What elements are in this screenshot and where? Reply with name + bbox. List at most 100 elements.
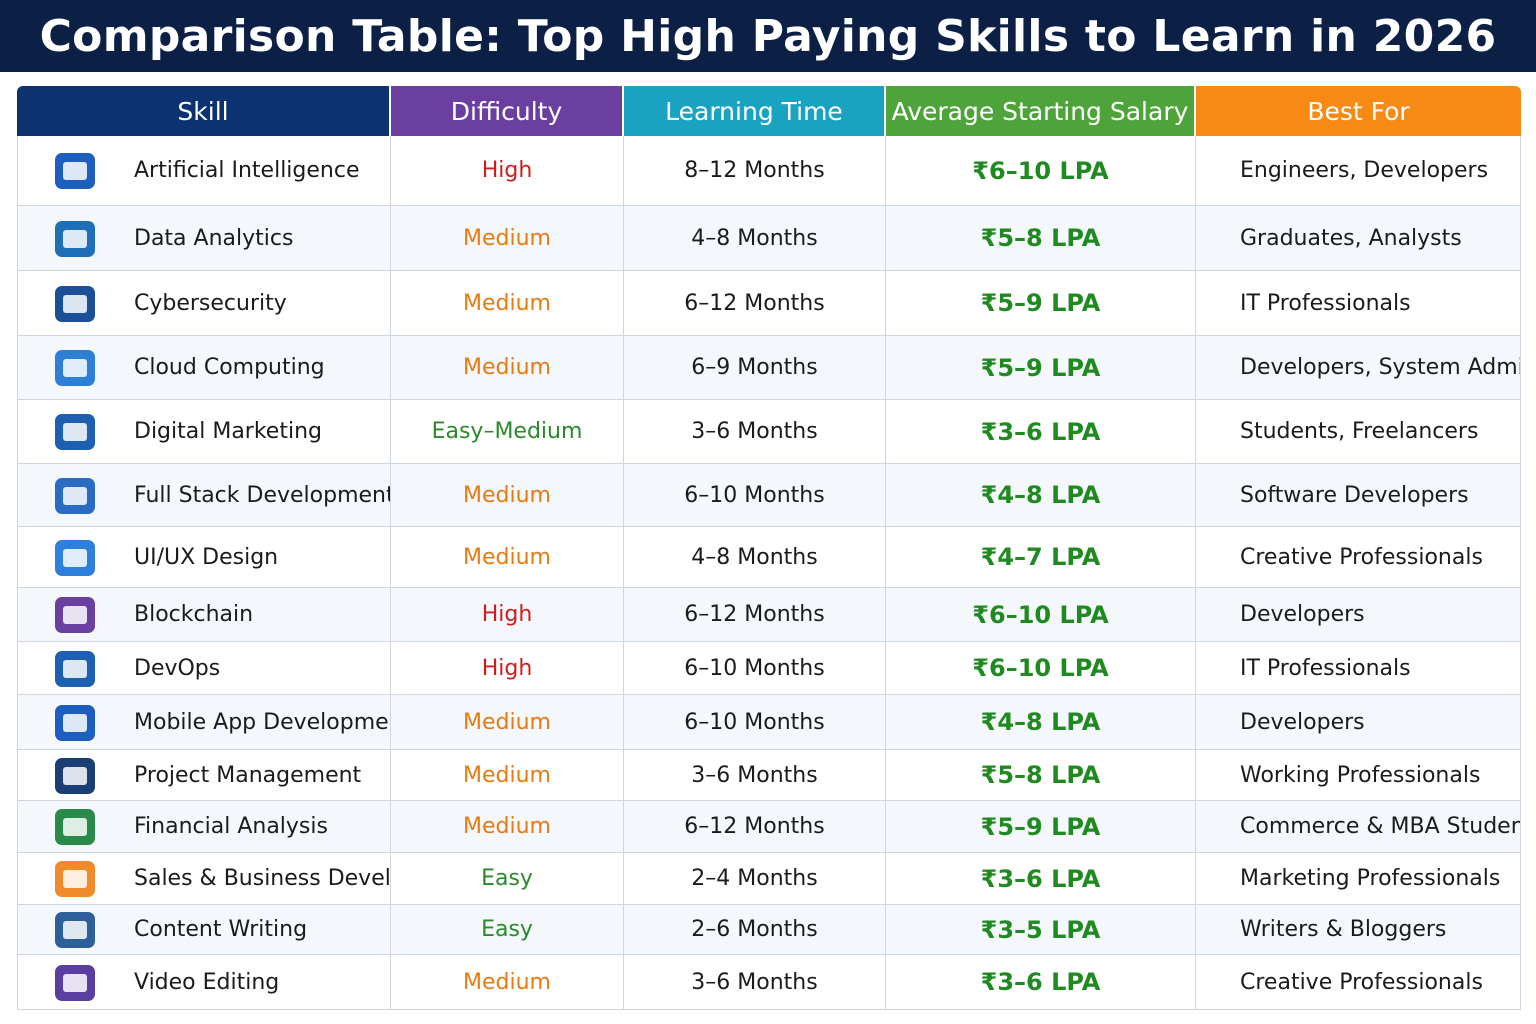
- skill-icon: [55, 704, 95, 741]
- difficulty-cell: Medium: [391, 750, 624, 801]
- skill-name: Project Management: [134, 762, 362, 788]
- best-for-cell: Software Developers: [1196, 464, 1521, 527]
- column-header: Best For: [1196, 86, 1521, 136]
- table-row: [17, 336, 1521, 400]
- skill-icon: [55, 912, 95, 948]
- difficulty-cell: Medium: [391, 527, 624, 588]
- best-for-cell: Writers & Bloggers: [1196, 905, 1521, 955]
- skill-name: Video Editing: [134, 969, 280, 995]
- skill-cell: Video Editing: [17, 955, 391, 1010]
- skill-cell: DevOps: [17, 642, 391, 695]
- skill-cell: Cybersecurity: [17, 271, 391, 336]
- learning-time-cell: 8–12 Months: [624, 136, 886, 206]
- table-row: [17, 642, 1521, 695]
- salary-cell: ₹5–8 LPA: [886, 206, 1196, 271]
- skill-cell: Full Stack Development: [17, 464, 391, 527]
- best-for-cell: Marketing Professionals: [1196, 853, 1521, 905]
- best-for-cell: Developers: [1196, 695, 1521, 750]
- difficulty-cell: Medium: [391, 206, 624, 271]
- learning-time-cell: 6–12 Months: [624, 801, 886, 853]
- salary-cell: ₹5–9 LPA: [886, 271, 1196, 336]
- skill-name: Sales & Business Development: [134, 866, 391, 891]
- table-row: [17, 955, 1521, 1010]
- skill-icon: [55, 964, 95, 1001]
- best-for-cell: Engineers, Developers: [1196, 136, 1521, 206]
- salary-cell: ₹6–10 LPA: [886, 136, 1196, 206]
- skill-name: Full Stack Development: [134, 482, 391, 508]
- skill-name: UI/UX Design: [134, 544, 279, 570]
- table-row: [17, 271, 1521, 336]
- best-for-cell: IT Professionals: [1196, 271, 1521, 336]
- skill-icon: [55, 414, 95, 450]
- learning-time-cell: 3–6 Months: [624, 955, 886, 1010]
- skill-name: Digital Marketing: [134, 419, 322, 444]
- learning-time-cell: 6–12 Months: [624, 271, 886, 336]
- skill-name: Cybersecurity: [134, 290, 287, 316]
- salary-cell: ₹5–9 LPA: [886, 801, 1196, 853]
- best-for-cell: Developers, System Admins: [1196, 336, 1521, 400]
- skill-cell: Project Management: [17, 750, 391, 801]
- best-for-cell: Graduates, Analysts: [1196, 206, 1521, 271]
- salary-cell: ₹3–6 LPA: [886, 955, 1196, 1010]
- table-row: [17, 206, 1521, 271]
- table-row: [17, 695, 1521, 750]
- skill-name: Financial Analysis: [134, 814, 328, 839]
- salary-cell: ₹3–6 LPA: [886, 400, 1196, 464]
- table-row: [17, 750, 1521, 801]
- skill-icon: [55, 539, 95, 576]
- salary-cell: ₹4–8 LPA: [886, 695, 1196, 750]
- table-row: [17, 905, 1521, 955]
- difficulty-cell: High: [391, 642, 624, 695]
- salary-cell: ₹4–8 LPA: [886, 464, 1196, 527]
- column-header: Skill: [17, 86, 389, 136]
- skill-name: Blockchain: [134, 602, 254, 627]
- skill-icon: [55, 285, 95, 322]
- best-for-cell: Students, Freelancers: [1196, 400, 1521, 464]
- best-for-cell: Creative Professionals: [1196, 527, 1521, 588]
- salary-cell: ₹4–7 LPA: [886, 527, 1196, 588]
- skill-cell: Sales & Business Development: [17, 853, 391, 905]
- skill-cell: Mobile App Development: [17, 695, 391, 750]
- learning-time-cell: 6–10 Months: [624, 642, 886, 695]
- difficulty-cell: High: [391, 136, 624, 206]
- learning-time-cell: 2–6 Months: [624, 905, 886, 955]
- skill-cell: Financial Analysis: [17, 801, 391, 853]
- difficulty-cell: Easy–Medium: [391, 400, 624, 464]
- difficulty-cell: Easy: [391, 853, 624, 905]
- skill-icon: [55, 757, 95, 794]
- skill-icon: [55, 153, 95, 189]
- salary-cell: ₹5–9 LPA: [886, 336, 1196, 400]
- best-for-cell: Working Professionals: [1196, 750, 1521, 801]
- skill-cell: Content Writing: [17, 905, 391, 955]
- skill-icon: [55, 809, 95, 845]
- difficulty-cell: Medium: [391, 464, 624, 527]
- learning-time-cell: 4–8 Months: [624, 527, 886, 588]
- skill-name: DevOps: [134, 655, 221, 681]
- difficulty-cell: Medium: [391, 271, 624, 336]
- learning-time-cell: 6–10 Months: [624, 695, 886, 750]
- learning-time-cell: 6–10 Months: [624, 464, 886, 527]
- difficulty-cell: High: [391, 588, 624, 642]
- difficulty-cell: Medium: [391, 336, 624, 400]
- table-row: [17, 464, 1521, 527]
- title: Comparison Table: Top High Paying Skills…: [0, 0, 1536, 72]
- table-row: [17, 853, 1521, 905]
- skill-name: Mobile App Development: [134, 709, 391, 735]
- column-header: Average Starting Salary: [886, 86, 1194, 136]
- skill-name: Data Analytics: [134, 225, 294, 251]
- skill-icon: [55, 861, 95, 897]
- salary-cell: ₹6–10 LPA: [886, 588, 1196, 642]
- learning-time-cell: 6–9 Months: [624, 336, 886, 400]
- difficulty-cell: Medium: [391, 955, 624, 1010]
- skill-cell: Digital Marketing: [17, 400, 391, 464]
- skill-icon: [55, 597, 95, 633]
- skill-cell: Cloud Computing: [17, 336, 391, 400]
- column-header: Difficulty: [391, 86, 622, 136]
- salary-cell: ₹3–6 LPA: [886, 853, 1196, 905]
- column-header: Learning Time: [624, 86, 884, 136]
- skill-icon: [55, 350, 95, 386]
- difficulty-cell: Easy: [391, 905, 624, 955]
- learning-time-cell: 3–6 Months: [624, 400, 886, 464]
- best-for-cell: Commerce & MBA Students: [1196, 801, 1521, 853]
